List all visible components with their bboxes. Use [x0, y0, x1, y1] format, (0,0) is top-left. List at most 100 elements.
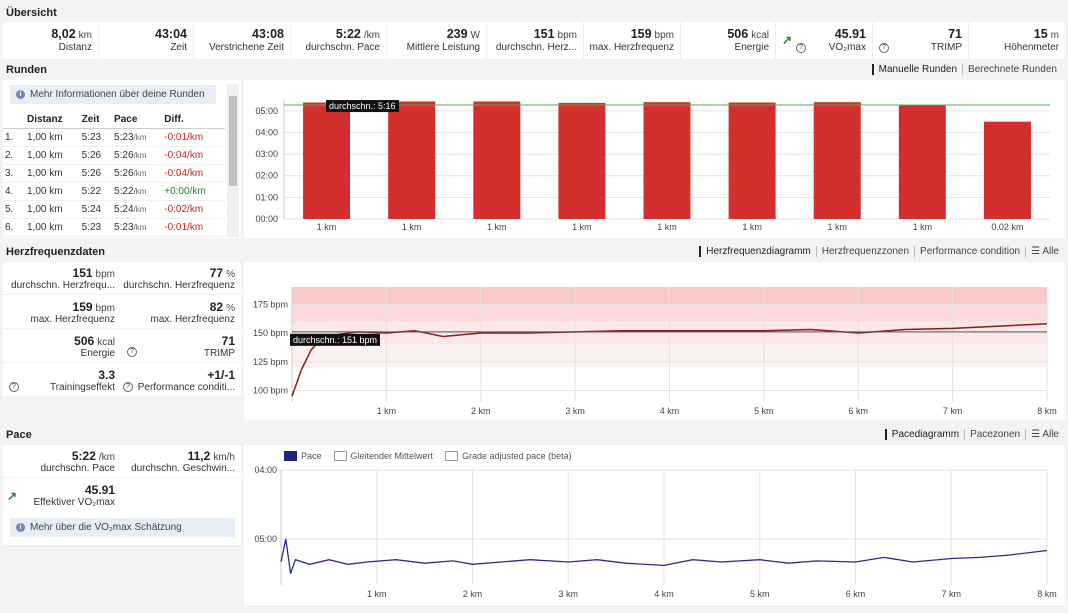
overview-trimp[interactable]: ? 71 TRIMP — [873, 22, 969, 59]
hr-energy: 506 kcal Energie — [3, 330, 121, 363]
lap-diff: -0:04/km — [162, 146, 225, 165]
x-tick-label: 1 km — [367, 589, 387, 599]
average-label-bg — [326, 100, 399, 113]
x-tick-label: 8 km — [1037, 589, 1057, 599]
y-tick-label: 175 bpm — [253, 299, 288, 309]
tab-hr-zones[interactable]: Herzfrequenzzonen — [815, 246, 914, 257]
lap-time: 5:24 — [79, 200, 113, 219]
lap-pace: 5:26/km — [112, 164, 163, 183]
lap-time: 5:23 — [79, 218, 113, 237]
lap-diff: -0:01/km — [162, 128, 225, 147]
lap-diff: +0:00/km — [162, 182, 225, 201]
lap-distance: 1,00 km — [25, 146, 80, 165]
col-pace[interactable]: Pace — [112, 111, 163, 129]
hr-stats-panel: 151 bpm durchschn. Herzfrequ... 77% durchsc… — [3, 262, 241, 396]
lap-bar — [643, 102, 691, 219]
y-tick-label: 04:00 — [255, 127, 278, 137]
pace-avg: 5:22/km durchschn. Pace — [3, 445, 121, 478]
hr-training-effect[interactable]: ? 3.3 Trainingseffekt — [3, 364, 121, 397]
average-label: durchschn.: 151 bpm — [293, 335, 377, 345]
x-tick-label: 2 km — [471, 406, 491, 416]
lap-number: 5. — [3, 200, 25, 219]
x-tick-label: 8 km — [1037, 406, 1057, 416]
col-distance[interactable]: Distanz — [25, 111, 80, 129]
laps-bar-chart: 00:00 01:00 02:00 03:00 04:00 05:00 1 km 1 km 1 … — [255, 100, 1050, 232]
scroll-thumb[interactable] — [229, 96, 237, 186]
lap-row[interactable]: 6. 1,00 km 5:23 5:23/km -0:01/km — [3, 218, 225, 237]
overview-vo2max[interactable]: ↗? 45.91 VO₂max — [776, 22, 873, 59]
lap-bar — [473, 101, 521, 219]
tab-pace-zones[interactable]: Pacezonen — [964, 429, 1025, 440]
pace-chart-panel: 1 km 2 km 3 km 4 km 5 km 6 km 7 km 8 km 04:00 05:… — [244, 445, 1065, 605]
lap-bar — [388, 101, 436, 219]
lap-distance: 1,00 km — [25, 128, 80, 147]
hr-avg-bpm: 151 bpm durchschn. Herzfrequ... — [3, 262, 121, 295]
x-tick-label: 1 km — [657, 222, 677, 232]
vo2max-info[interactable]: i Mehr über die VO₂max Schätzung — [10, 518, 235, 537]
laps-scrollbar[interactable] — [227, 84, 239, 237]
x-tick-label: 1 km — [572, 222, 592, 232]
help-icon[interactable]: ? — [796, 43, 806, 53]
tab-performance-condition[interactable]: Performance condition — [914, 246, 1025, 257]
overview-distance: 8,02 km Distanz — [3, 22, 99, 59]
col-time[interactable]: Zeit — [79, 111, 113, 129]
legend-swatch-moving-avg[interactable] — [333, 451, 347, 461]
lap-diff: -0:04/km — [162, 164, 225, 183]
lap-row[interactable]: 4. 1,00 km 5:22 5:22/km +0:00/km — [3, 182, 225, 201]
trend-up-icon: ↗ — [782, 33, 793, 47]
laps-tabs: Manuelle Runden Berechnete Runden — [871, 64, 1062, 75]
hr-line-chart: 1 km 2 km 3 km 4 km 5 km 6 km 7 km 8 km 100 bpm 1… — [253, 287, 1057, 416]
help-icon[interactable]: ? — [127, 347, 137, 357]
info-icon: i — [16, 523, 25, 532]
legend-swatch-gap[interactable] — [445, 451, 459, 461]
x-tick-label: 1 km — [402, 222, 422, 232]
lap-row[interactable]: 3. 1,00 km 5:26 5:26/km -0:04/km — [3, 164, 225, 183]
y-tick-label: 150 bpm — [253, 328, 288, 338]
x-tick-label: 5 km — [754, 406, 774, 416]
overview-power: 239 W Mittlere Leistung — [387, 22, 487, 59]
x-tick-label: 7 km — [941, 589, 961, 599]
x-tick-label: 4 km — [654, 589, 674, 599]
y-tick-label: 01:00 — [255, 192, 278, 202]
lap-number: 2. — [3, 146, 25, 165]
y-tick-label: 100 bpm — [253, 386, 288, 396]
help-icon[interactable]: ? — [123, 382, 133, 392]
lap-time: 5:26 — [79, 146, 113, 165]
overview-bar: 8,02 km Distanz 43:04 Zeit 43:08 Verstrichen… — [3, 22, 1065, 59]
col-diff[interactable]: Diff. — [162, 111, 225, 129]
x-tick-label: 1 km — [827, 222, 847, 232]
help-icon[interactable]: ? — [9, 382, 19, 392]
lap-distance: 1,00 km — [25, 200, 80, 219]
lap-diff: -0:01/km — [162, 218, 225, 237]
lap-time: 5:26 — [79, 164, 113, 183]
hr-title: Herzfrequenzdaten — [6, 246, 106, 258]
y-tick-label: 125 bpm — [253, 357, 288, 367]
tab-all[interactable]: ☰ Alle — [1025, 429, 1064, 440]
lap-distance: 1,00 km — [25, 182, 80, 201]
tab-computed-laps[interactable]: Berechnete Runden — [962, 64, 1062, 75]
lap-row[interactable]: 1. 1,00 km 5:23 5:23/km -0:01/km — [3, 128, 225, 147]
lap-row[interactable]: 2. 1,00 km 5:26 5:26/km -0:04/km — [3, 146, 225, 165]
x-tick-label: 5 km — [750, 589, 770, 599]
legend-swatch-pace[interactable] — [284, 451, 297, 461]
pace-series-line — [280, 538, 1048, 574]
x-tick-label: 1 km — [317, 222, 337, 232]
overview-elapsed: 43:08 Verstrichene Zeit — [194, 22, 291, 59]
laps-info[interactable]: i Mehr Informationen über deine Runden — [10, 85, 216, 104]
info-icon: i — [16, 90, 25, 99]
lap-time: 5:23 — [79, 128, 113, 147]
help-icon[interactable]: ? — [879, 43, 889, 53]
tab-pace-diagram[interactable]: Pacediagramm — [884, 429, 964, 440]
hr-performance-condition[interactable]: ? +1/-1 Performance conditi... — [121, 364, 241, 397]
laps-chart-panel: 00:00 01:00 02:00 03:00 04:00 05:00 1 km 1 km 1 … — [244, 80, 1065, 238]
tab-hr-diagram[interactable]: Herzfrequenzdiagramm — [699, 246, 816, 257]
overview-avg-hr: 151 bpm durchschn. Herz... — [487, 22, 584, 59]
lap-row[interactable]: 5. 1,00 km 5:24 5:24/km -0:02/km — [3, 200, 225, 219]
x-tick-label: 0.02 km — [991, 222, 1023, 232]
pace-line-chart: 1 km 2 km 3 km 4 km 5 km 6 km 7 km 8 km 04:00 05:… — [254, 465, 1057, 599]
lap-bar — [898, 105, 946, 219]
x-tick-label: 1 km — [913, 222, 933, 232]
tab-manual-laps[interactable]: Manuelle Runden — [871, 64, 962, 75]
tab-all[interactable]: ☰ Alle — [1025, 246, 1064, 257]
hr-trimp[interactable]: ? 71 TRIMP — [121, 330, 241, 363]
